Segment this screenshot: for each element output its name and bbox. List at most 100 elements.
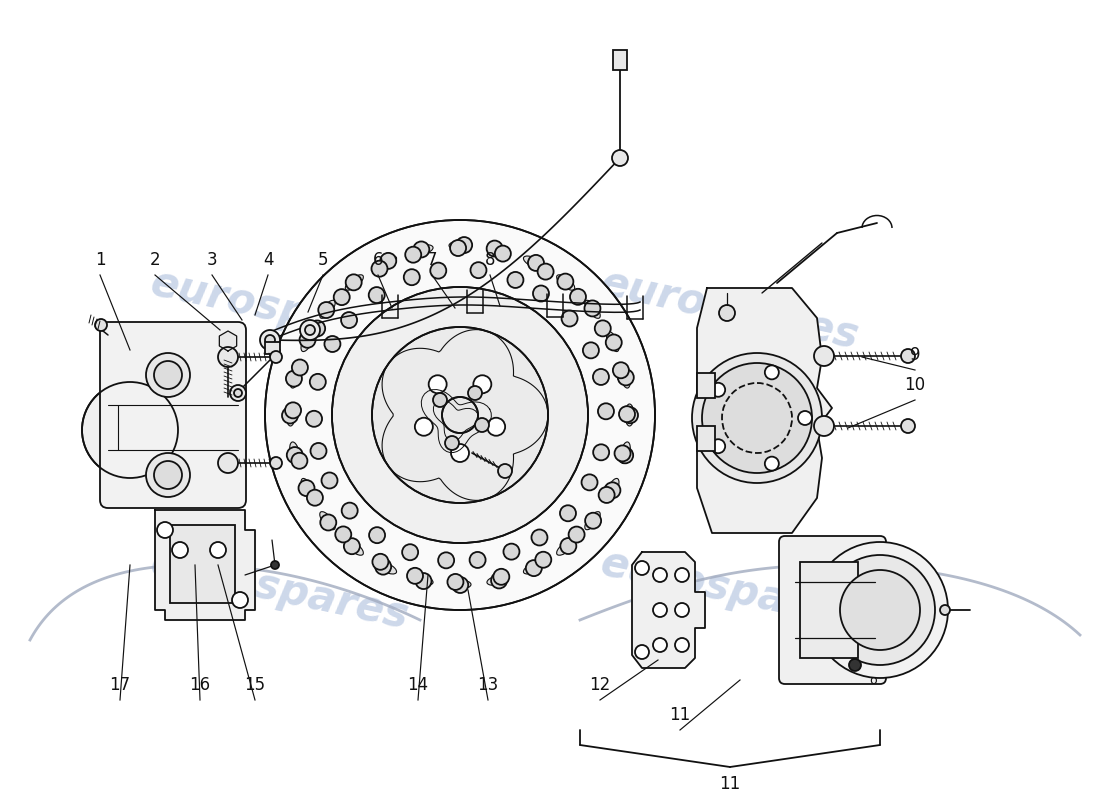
Circle shape (172, 542, 188, 558)
Circle shape (593, 444, 609, 460)
Text: 8: 8 (485, 251, 495, 269)
Circle shape (487, 418, 505, 436)
Circle shape (381, 253, 396, 269)
Circle shape (585, 513, 601, 529)
Ellipse shape (606, 478, 619, 498)
Circle shape (468, 386, 482, 400)
Circle shape (504, 544, 519, 560)
Ellipse shape (524, 256, 543, 269)
Circle shape (558, 274, 573, 290)
Circle shape (498, 464, 512, 478)
Text: 2: 2 (150, 251, 161, 269)
Circle shape (849, 659, 861, 671)
Circle shape (300, 320, 320, 340)
Ellipse shape (620, 442, 630, 463)
Text: 16: 16 (189, 676, 210, 694)
Circle shape (798, 411, 812, 425)
Circle shape (287, 447, 303, 463)
Circle shape (157, 522, 173, 538)
Circle shape (265, 335, 275, 345)
Ellipse shape (606, 331, 619, 351)
Circle shape (653, 603, 667, 617)
Text: 3: 3 (207, 251, 218, 269)
Circle shape (812, 542, 948, 678)
Bar (613, 50, 627, 70)
Circle shape (307, 490, 323, 506)
Circle shape (433, 393, 447, 407)
FancyBboxPatch shape (100, 322, 246, 508)
Circle shape (764, 366, 779, 379)
Circle shape (430, 262, 447, 278)
Circle shape (675, 568, 689, 582)
Ellipse shape (320, 512, 336, 530)
Text: 17: 17 (109, 676, 131, 694)
Circle shape (370, 527, 385, 543)
Circle shape (702, 363, 812, 473)
Circle shape (712, 439, 725, 454)
Circle shape (493, 569, 509, 585)
Circle shape (719, 305, 735, 321)
Circle shape (270, 457, 282, 469)
Circle shape (442, 397, 478, 433)
Circle shape (583, 342, 598, 358)
Bar (265, 342, 280, 354)
Text: 15: 15 (244, 676, 265, 694)
Circle shape (292, 359, 308, 375)
Circle shape (538, 264, 553, 280)
Circle shape (320, 514, 337, 530)
Circle shape (613, 362, 629, 378)
Ellipse shape (487, 245, 508, 254)
Circle shape (901, 349, 915, 363)
Circle shape (146, 453, 190, 497)
Text: 1: 1 (95, 251, 106, 269)
Polygon shape (155, 510, 255, 620)
Polygon shape (632, 552, 705, 668)
Text: 11: 11 (719, 775, 740, 793)
Circle shape (593, 369, 609, 385)
Circle shape (570, 289, 586, 305)
Circle shape (582, 474, 597, 490)
Circle shape (218, 453, 238, 473)
Circle shape (298, 480, 315, 496)
Circle shape (310, 443, 327, 459)
Ellipse shape (620, 366, 630, 388)
Circle shape (595, 320, 610, 336)
Circle shape (612, 150, 628, 166)
Circle shape (309, 321, 326, 337)
Circle shape (438, 552, 454, 568)
Circle shape (456, 237, 472, 253)
Circle shape (450, 240, 466, 256)
Circle shape (814, 416, 834, 436)
Circle shape (265, 220, 654, 610)
Circle shape (305, 325, 315, 335)
Text: eurospares: eurospares (147, 262, 414, 358)
Circle shape (218, 347, 238, 367)
Ellipse shape (625, 404, 634, 426)
Text: 9: 9 (910, 346, 921, 364)
Circle shape (415, 418, 433, 436)
Text: 6: 6 (373, 251, 383, 269)
Circle shape (282, 407, 298, 423)
Circle shape (368, 287, 385, 303)
Text: 13: 13 (477, 676, 498, 694)
Circle shape (470, 552, 485, 568)
Circle shape (324, 336, 340, 352)
Circle shape (285, 402, 301, 418)
Circle shape (451, 444, 469, 462)
Circle shape (569, 526, 584, 542)
Circle shape (446, 436, 459, 450)
Bar (800, 562, 858, 658)
Circle shape (653, 568, 667, 582)
Circle shape (619, 406, 635, 422)
Circle shape (375, 558, 392, 574)
Circle shape (901, 419, 915, 433)
Ellipse shape (449, 580, 471, 589)
Circle shape (271, 561, 279, 569)
Bar (697, 373, 715, 398)
Circle shape (342, 502, 358, 518)
Bar (697, 426, 715, 451)
Ellipse shape (320, 300, 336, 318)
Ellipse shape (585, 300, 601, 318)
Circle shape (405, 246, 421, 262)
Circle shape (604, 482, 620, 498)
